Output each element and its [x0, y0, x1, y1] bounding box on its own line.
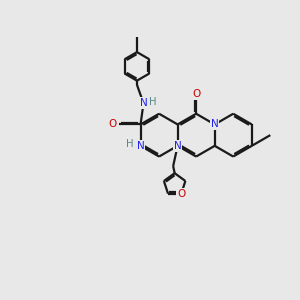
Text: H: H: [125, 140, 133, 149]
Text: N: N: [174, 141, 182, 151]
Text: O: O: [177, 189, 185, 199]
Text: N: N: [140, 98, 147, 108]
Text: N: N: [137, 141, 144, 151]
Text: H: H: [149, 97, 157, 107]
Text: N: N: [211, 119, 219, 129]
Text: O: O: [192, 89, 200, 99]
Text: O: O: [109, 119, 117, 129]
